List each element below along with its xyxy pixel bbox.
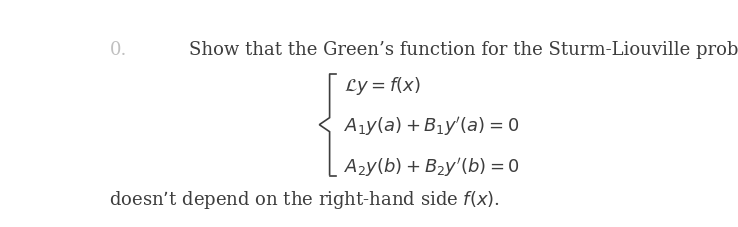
Text: $\mathcal{L}y = f(x)$: $\mathcal{L}y = f(x)$ — [344, 74, 421, 96]
Text: $A_2y(b) + B_2y'(b) = 0$: $A_2y(b) + B_2y'(b) = 0$ — [344, 155, 520, 178]
Text: Show that the Green’s function for the Sturm-Liouville problem: Show that the Green’s function for the S… — [190, 41, 738, 59]
Text: $A_1y(a) + B_1y'(a) = 0$: $A_1y(a) + B_1y'(a) = 0$ — [344, 115, 519, 138]
Text: 0.: 0. — [109, 41, 127, 59]
Text: doesn’t depend on the right-hand side $f(x)$.: doesn’t depend on the right-hand side $f… — [109, 188, 500, 210]
